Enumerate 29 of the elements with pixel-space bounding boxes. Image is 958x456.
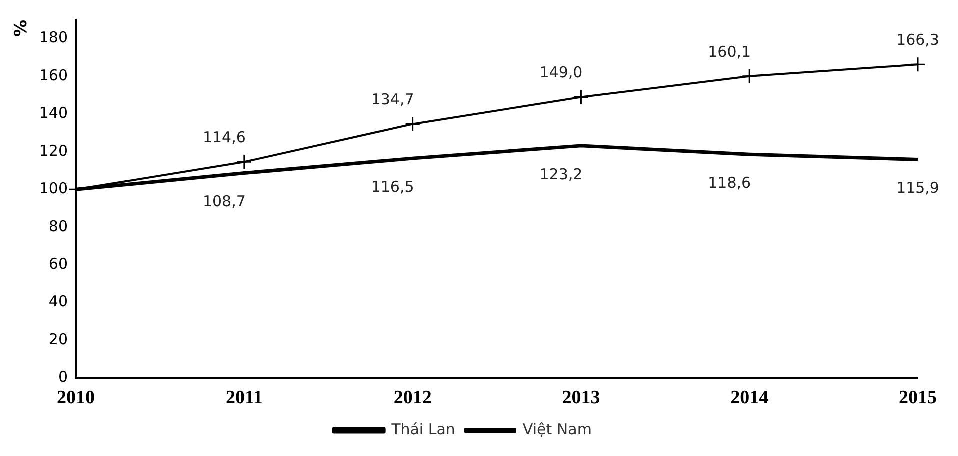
y-tick-label: 160 [39,66,68,84]
x-tick-label: 2014 [730,388,770,409]
x-tick-label: 2013 [562,388,600,409]
x-tick-label: 2015 [899,388,937,409]
y-tick-label: 60 [48,254,68,273]
data-label: 116,5 [371,178,414,196]
legend-label: Việt Nam [522,420,592,438]
y-tick-label: 120 [39,142,68,160]
data-label: 118,6 [708,174,752,192]
y-axis-title: % [12,20,32,38]
y-tick-label: 140 [39,104,68,122]
y-tick-label: 40 [48,292,68,311]
y-tick-label: 100 [39,180,68,198]
data-label: 160,1 [708,42,752,61]
y-tick-label: 20 [48,330,68,348]
data-label: 166,3 [896,31,940,50]
data-label: 123,2 [540,165,583,184]
data-label: 108,7 [202,192,246,211]
data-label: 114,6 [202,128,246,147]
data-label: 149,0 [540,64,583,82]
data-label: 134,7 [371,90,414,109]
x-tick-label: 2011 [226,388,263,409]
legend-label: Thái Lan [390,420,456,438]
x-tick-label: 2012 [394,388,432,409]
data-label: 115,9 [896,179,940,198]
x-tick-label: 2010 [57,388,96,409]
y-tick-label: 180 [39,28,68,47]
y-tick-label: 80 [48,217,68,236]
y-tick-label: 0 [58,368,68,386]
